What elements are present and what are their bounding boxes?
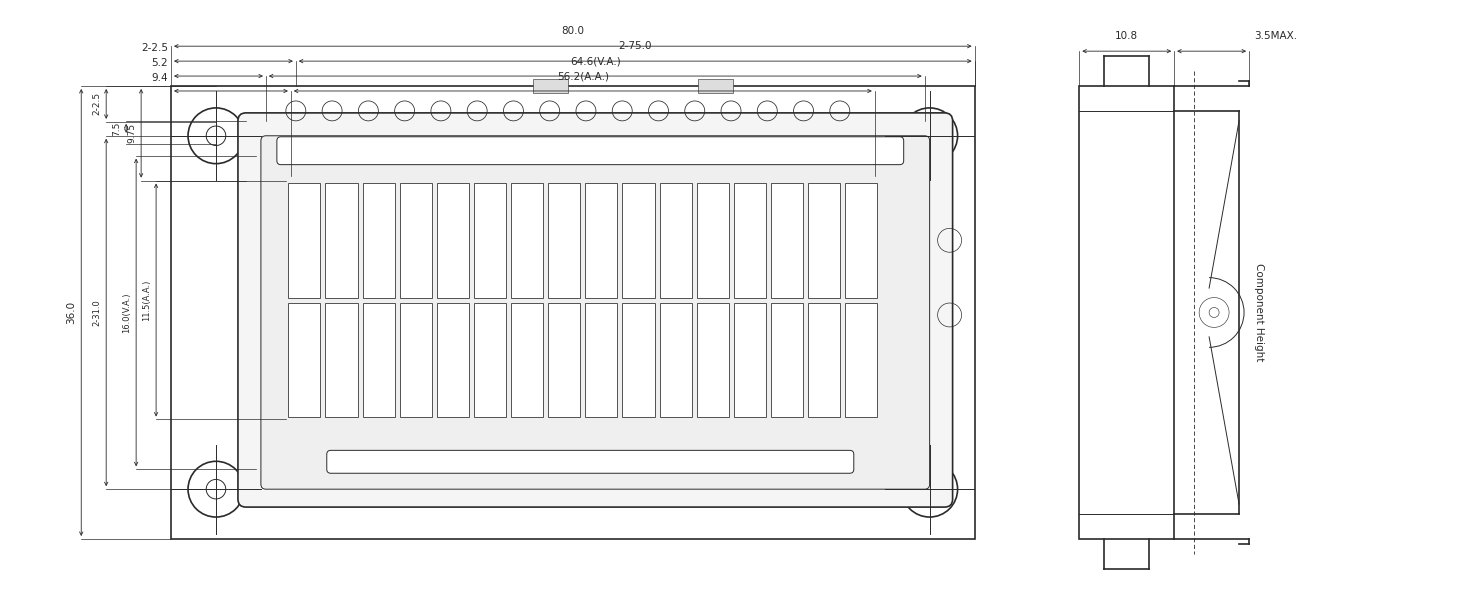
Bar <box>585 303 617 417</box>
Bar <box>697 79 733 93</box>
Text: 7.5: 7.5 <box>112 121 121 135</box>
Bar <box>771 183 804 298</box>
Text: Component Height: Component Height <box>1254 263 1264 362</box>
FancyBboxPatch shape <box>260 136 929 489</box>
Bar <box>623 183 654 298</box>
Bar <box>474 303 506 417</box>
Bar <box>660 183 691 298</box>
Bar <box>697 183 728 298</box>
Bar <box>623 303 654 417</box>
FancyBboxPatch shape <box>327 450 854 474</box>
Bar <box>585 183 617 298</box>
FancyBboxPatch shape <box>238 113 953 507</box>
Bar <box>533 79 568 93</box>
Text: 16.0(V.A.): 16.0(V.A.) <box>123 292 132 333</box>
Bar <box>1079 86 1174 539</box>
Text: 5.2: 5.2 <box>151 58 169 68</box>
Text: 9.75: 9.75 <box>127 123 136 143</box>
Bar <box>326 303 358 417</box>
Bar <box>808 183 841 298</box>
Bar <box>400 183 432 298</box>
Text: 3.5MAX.: 3.5MAX. <box>1254 31 1296 41</box>
Text: 9.4: 9.4 <box>151 73 169 83</box>
Bar <box>363 303 395 417</box>
Bar <box>771 303 804 417</box>
Bar <box>437 303 469 417</box>
Bar <box>845 183 878 298</box>
Bar <box>437 183 469 298</box>
Bar <box>363 183 395 298</box>
Text: 2-31.0: 2-31.0 <box>92 299 101 326</box>
Bar <box>548 303 580 417</box>
Text: 56.2(A.A.): 56.2(A.A.) <box>556 71 608 81</box>
Bar <box>845 303 878 417</box>
Text: 2-2.5: 2-2.5 <box>92 92 101 116</box>
Bar <box>734 303 765 417</box>
Bar <box>400 303 432 417</box>
Bar <box>697 303 728 417</box>
Text: 64.6(V.A.): 64.6(V.A.) <box>570 56 620 66</box>
Bar <box>808 303 841 417</box>
Text: 80.0: 80.0 <box>561 26 585 36</box>
Text: 36.0: 36.0 <box>67 301 77 324</box>
Bar <box>734 183 765 298</box>
Text: 2-2.5: 2-2.5 <box>141 43 169 53</box>
Bar <box>172 86 974 539</box>
Text: 2-75.0: 2-75.0 <box>619 41 653 51</box>
FancyBboxPatch shape <box>277 137 904 165</box>
Bar <box>474 183 506 298</box>
Bar <box>289 183 321 298</box>
Text: 11.5(A.A.): 11.5(A.A.) <box>142 279 151 320</box>
Bar <box>660 303 691 417</box>
Bar <box>511 303 543 417</box>
Bar <box>289 303 321 417</box>
Text: 10.8: 10.8 <box>1116 31 1138 41</box>
Bar <box>548 183 580 298</box>
Bar <box>326 183 358 298</box>
Bar <box>511 183 543 298</box>
